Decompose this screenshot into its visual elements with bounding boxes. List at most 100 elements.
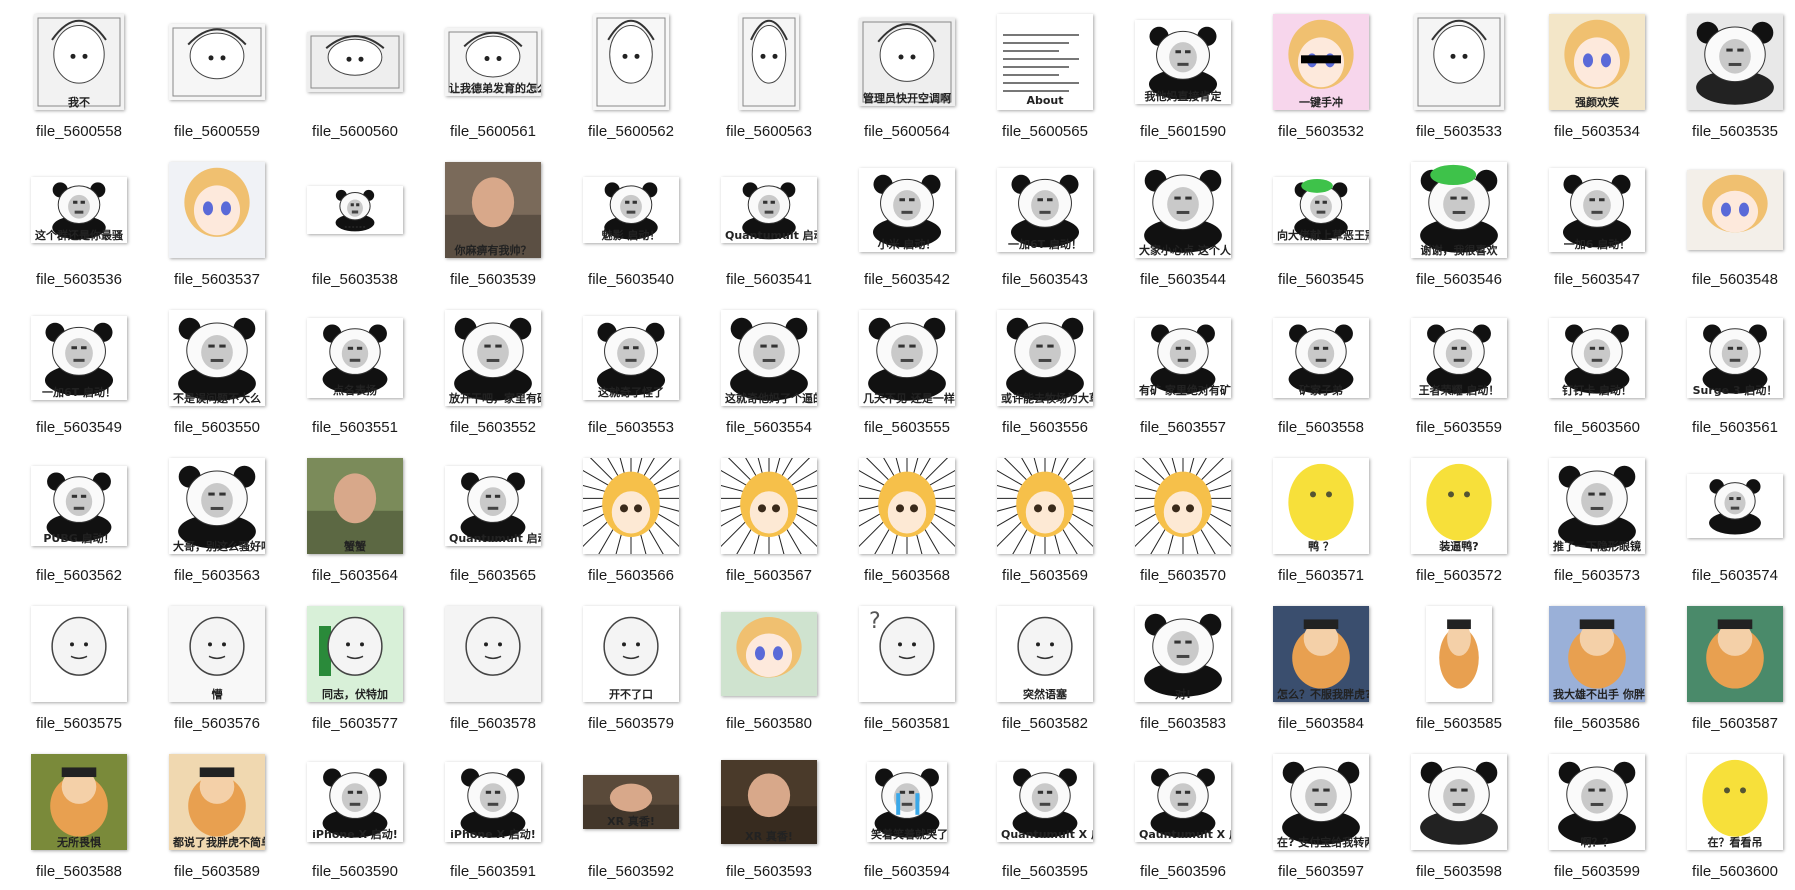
file-name-label[interactable]: file_5603586 [1554, 715, 1640, 732]
file-name-label[interactable]: file_5600558 [36, 123, 122, 140]
file-item[interactable]: 怎么？不服我胖虎? file_5603584 [1252, 594, 1390, 742]
file-name-label[interactable]: file_5603533 [1416, 123, 1502, 140]
file-name-label[interactable]: file_5603597 [1278, 863, 1364, 880]
file-thumbnail[interactable]: 让我德弟发育的怎么样 [445, 28, 541, 96]
file-thumbnail[interactable]: 向大佬献上草恶王冠 [1273, 177, 1369, 243]
file-name-label[interactable]: file_5603552 [450, 419, 536, 436]
file-thumbnail[interactable] [721, 612, 817, 696]
file-item[interactable]: 在？看看吊 file_5603600 [1666, 742, 1795, 890]
file-thumbnail[interactable]: 小米 启动！ [859, 168, 955, 252]
file-thumbnail[interactable]: Qauntumult X 启动! [1135, 762, 1231, 842]
file-item[interactable]: 几天不见 还是一样垃圾 file_5603555 [838, 298, 976, 446]
file-name-label[interactable]: file_5603547 [1554, 271, 1640, 288]
file-thumbnail[interactable]: 推了一下隐形眼镜 [1549, 458, 1645, 554]
file-name-label[interactable]: file_5603541 [726, 271, 812, 288]
file-thumbnail[interactable] [1135, 458, 1231, 554]
file-name-label[interactable]: file_5603540 [588, 271, 674, 288]
file-thumbnail[interactable]: 鸭 ？ [1273, 458, 1369, 554]
file-name-label[interactable]: file_5603570 [1140, 567, 1226, 584]
file-thumbnail[interactable] [1414, 14, 1504, 110]
file-name-label[interactable]: file_5603580 [726, 715, 812, 732]
file-item[interactable]: file_5600563 [700, 2, 838, 150]
file-name-label[interactable]: file_5603575 [36, 715, 122, 732]
file-thumbnail[interactable]: XR 真香! [583, 775, 679, 829]
file-name-label[interactable]: file_5600564 [864, 123, 950, 140]
file-item[interactable]: file_5603570 [1114, 446, 1252, 594]
file-thumbnail[interactable]: 魅影 启动！ [583, 177, 679, 243]
file-name-label[interactable]: file_5603537 [174, 271, 260, 288]
file-name-label[interactable]: file_5603592 [588, 863, 674, 880]
file-item[interactable]: …… file_5603538 [286, 150, 424, 298]
file-item[interactable]: 有矿 家里绝对有矿 file_5603557 [1114, 298, 1252, 446]
file-thumbnail[interactable]: Surge 3 启动！ [1687, 318, 1783, 398]
file-name-label[interactable]: file_5603591 [450, 863, 536, 880]
file-name-label[interactable]: file_5603594 [864, 863, 950, 880]
file-item[interactable]: XR 真香! file_5603592 [562, 742, 700, 890]
file-name-label[interactable]: file_5603548 [1692, 271, 1778, 288]
file-thumbnail[interactable]: 你麻痹有我帅？ [445, 162, 541, 258]
file-thumbnail[interactable]: 无所畏惧 [31, 754, 127, 850]
file-name-label[interactable]: file_5603558 [1278, 419, 1364, 436]
file-name-label[interactable]: file_5603582 [1002, 715, 1088, 732]
file-thumbnail[interactable]: 不是误问题不大么 [169, 310, 265, 406]
file-item[interactable]: 强颜欢笑 file_5603534 [1528, 2, 1666, 150]
file-name-label[interactable]: file_5603563 [174, 567, 260, 584]
file-name-label[interactable]: file_5603555 [864, 419, 950, 436]
file-thumbnail[interactable]: 管理员快开空调啊 [859, 18, 955, 106]
file-name-label[interactable]: file_5603550 [174, 419, 260, 436]
file-item[interactable]: 啊？？ file_5603599 [1528, 742, 1666, 890]
file-name-label[interactable]: file_5603587 [1692, 715, 1778, 732]
file-name-label[interactable]: file_5603600 [1692, 863, 1778, 880]
file-item[interactable]: 对! file_5603583 [1114, 594, 1252, 742]
file-name-label[interactable]: file_5603556 [1002, 419, 1088, 436]
file-item[interactable]: file_5603569 [976, 446, 1114, 594]
file-name-label[interactable]: file_5603577 [312, 715, 398, 732]
file-item[interactable]: file_5603548 [1666, 150, 1795, 298]
file-item[interactable]: 同志，伏特加 file_5603577 [286, 594, 424, 742]
file-thumbnail[interactable]: 钉钉卡 启动！ [1549, 318, 1645, 398]
file-item[interactable]: 我大雄不出手 你胖虎要上天了不成? file_5603586 [1528, 594, 1666, 742]
file-thumbnail[interactable] [169, 162, 265, 258]
file-thumbnail[interactable]: 蟹蟹 [307, 458, 403, 554]
file-thumbnail[interactable]: 矿家子弟 [1273, 318, 1369, 398]
file-thumbnail[interactable] [1687, 606, 1783, 702]
file-name-label[interactable]: file_5603553 [588, 419, 674, 436]
file-item[interactable]: 不是误问题不大么 file_5603550 [148, 298, 286, 446]
file-name-label[interactable]: file_5603598 [1416, 863, 1502, 880]
file-name-label[interactable]: file_5603574 [1692, 567, 1778, 584]
file-item[interactable]: Quantumult X 启动! file_5603595 [976, 742, 1114, 890]
file-item[interactable]: 点名表扬 file_5603551 [286, 298, 424, 446]
file-name-label[interactable]: file_5603532 [1278, 123, 1364, 140]
file-name-label[interactable]: file_5603596 [1140, 863, 1226, 880]
file-name-label[interactable]: file_5603538 [312, 271, 398, 288]
file-name-label[interactable]: file_5603589 [174, 863, 260, 880]
file-name-label[interactable]: file_5603564 [312, 567, 398, 584]
file-name-label[interactable]: file_5603593 [726, 863, 812, 880]
file-item[interactable]: file_5600562 [562, 2, 700, 150]
file-thumbnail[interactable]: 谢谢，我很喜欢 [1411, 162, 1507, 258]
file-item[interactable]: 无所畏惧 file_5603588 [10, 742, 148, 890]
file-item[interactable]: 我不 file_5600558 [10, 2, 148, 150]
file-item[interactable]: iPhone X 启动! file_5603591 [424, 742, 562, 890]
file-thumbnail[interactable]: 一加6T 启动！ [31, 316, 127, 400]
file-item[interactable]: file_5603574 [1666, 446, 1795, 594]
file-thumbnail[interactable]: 或许能去牧场为大草地做贡献 [997, 310, 1093, 406]
file-item[interactable]: 魅影 启动！ file_5603540 [562, 150, 700, 298]
file-name-label[interactable]: file_5603562 [36, 567, 122, 584]
file-item[interactable]: Quantumult 启动！ file_5603541 [700, 150, 838, 298]
file-thumbnail[interactable]: 我不 [34, 14, 124, 110]
file-name-label[interactable]: file_5603576 [174, 715, 260, 732]
file-thumbnail[interactable]: 有矿 家里绝对有矿 [1135, 318, 1231, 398]
file-item[interactable]: iPhone X 启动! file_5603590 [286, 742, 424, 890]
file-item[interactable]: Qauntumult X 启动! file_5603596 [1114, 742, 1252, 890]
file-item[interactable]: file_5603585 [1390, 594, 1528, 742]
file-item[interactable]: XR 真香! file_5603593 [700, 742, 838, 890]
file-name-label[interactable]: file_5600561 [450, 123, 536, 140]
file-name-label[interactable]: file_5603560 [1554, 419, 1640, 436]
file-thumbnail[interactable] [739, 14, 799, 110]
file-name-label[interactable]: file_5603546 [1416, 271, 1502, 288]
file-thumbnail[interactable]: 这就奇他妈了个逼的怪了 [721, 310, 817, 406]
file-name-label[interactable]: file_5600565 [1002, 123, 1088, 140]
file-name-label[interactable]: file_5603568 [864, 567, 950, 584]
file-thumbnail[interactable]: 在？看看吊 [1687, 754, 1783, 850]
